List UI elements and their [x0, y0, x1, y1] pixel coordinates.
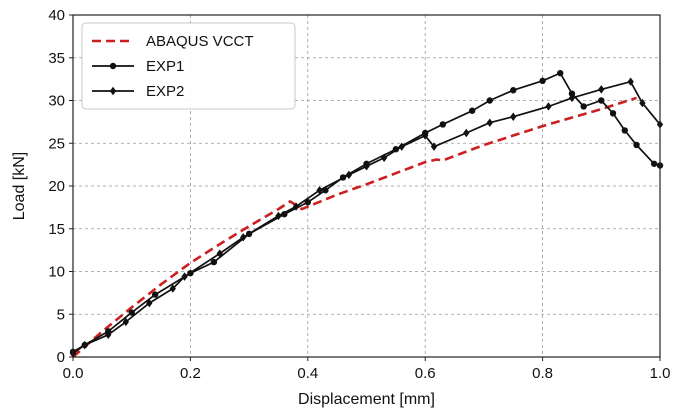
- data-point: [627, 77, 634, 86]
- y-tick-label: 35: [48, 50, 65, 67]
- y-tick-label: 40: [48, 7, 65, 24]
- data-point: [345, 170, 353, 180]
- y-tick-label: 30: [48, 93, 65, 110]
- data-point: [639, 98, 646, 108]
- data-point: [210, 258, 218, 266]
- legend-swatch-marker: [109, 86, 117, 96]
- data-point: [510, 112, 517, 121]
- data-point: [169, 284, 176, 293]
- series-line: [72, 96, 637, 358]
- data-point: [105, 330, 112, 339]
- data-point: [580, 103, 587, 110]
- data-point: [539, 77, 546, 85]
- series-exp2: [69, 77, 664, 358]
- series-abaqus-vcct: [72, 96, 637, 358]
- data-point: [380, 153, 388, 162]
- y-tick-label: 15: [48, 221, 65, 238]
- legend-item: ABAQUS VCCT: [92, 33, 254, 50]
- data-point: [486, 97, 493, 104]
- data-point: [650, 160, 658, 167]
- data-point: [598, 97, 605, 104]
- x-tick-label: 0.2: [180, 365, 201, 382]
- x-tick-label: 0.0: [63, 365, 84, 382]
- plot-series: [69, 69, 664, 358]
- y-tick-label: 10: [48, 264, 65, 281]
- x-tick-label: 0.4: [297, 365, 318, 382]
- data-point: [146, 298, 153, 308]
- data-point: [398, 142, 405, 151]
- series-line: [72, 80, 661, 355]
- data-point: [568, 93, 576, 103]
- legend-label: EXP1: [146, 58, 184, 75]
- legend-box: [81, 22, 296, 110]
- data-point: [430, 142, 438, 151]
- legend-label: ABAQUS VCCT: [146, 33, 254, 50]
- data-point: [128, 309, 135, 316]
- x-tick-label: 1.0: [650, 365, 671, 382]
- x-tick-label: 0.8: [532, 365, 553, 382]
- data-point: [422, 131, 429, 140]
- data-point: [363, 162, 370, 171]
- data-point: [633, 141, 640, 149]
- data-point: [151, 291, 159, 298]
- data-point: [216, 249, 223, 258]
- x-tick-label: 0.6: [415, 365, 436, 382]
- data-point: [486, 118, 493, 127]
- data-point: [609, 110, 617, 117]
- legend-item: EXP2: [92, 83, 184, 100]
- data-point: [316, 186, 323, 195]
- legend: ABAQUS VCCT EXP1 EXP2: [81, 22, 296, 110]
- data-point: [275, 211, 282, 221]
- legend-label: EXP2: [146, 83, 184, 100]
- x-axis-label: Displacement [mm]: [298, 391, 435, 408]
- data-point: [304, 199, 311, 206]
- data-point: [545, 102, 552, 111]
- legend-swatch-marker: [109, 62, 117, 70]
- data-point: [240, 233, 247, 242]
- y-tick-label: 20: [48, 178, 65, 195]
- series-line: [72, 72, 661, 353]
- data-point: [557, 69, 564, 77]
- data-point: [463, 128, 470, 138]
- data-point: [81, 340, 88, 350]
- data-point: [122, 317, 129, 327]
- data-point: [292, 202, 300, 211]
- y-tick-label: 5: [57, 306, 65, 323]
- series-exp1: [69, 69, 664, 356]
- data-point: [468, 107, 476, 114]
- data-point: [568, 90, 576, 97]
- y-tick-label: 0: [57, 349, 65, 366]
- y-axis-label: Load [kN]: [11, 152, 28, 220]
- y-tick-label: 25: [48, 135, 65, 152]
- data-point: [181, 272, 188, 281]
- data-point: [510, 87, 517, 94]
- data-point: [621, 127, 628, 134]
- data-point: [598, 85, 605, 94]
- legend-item: EXP1: [92, 58, 184, 75]
- data-point: [439, 121, 447, 128]
- axis-ticks: 0.0 0.2 0.4 0.6 0.8 1.0 0 5 10 15 20 25 30 35 40: [48, 7, 670, 382]
